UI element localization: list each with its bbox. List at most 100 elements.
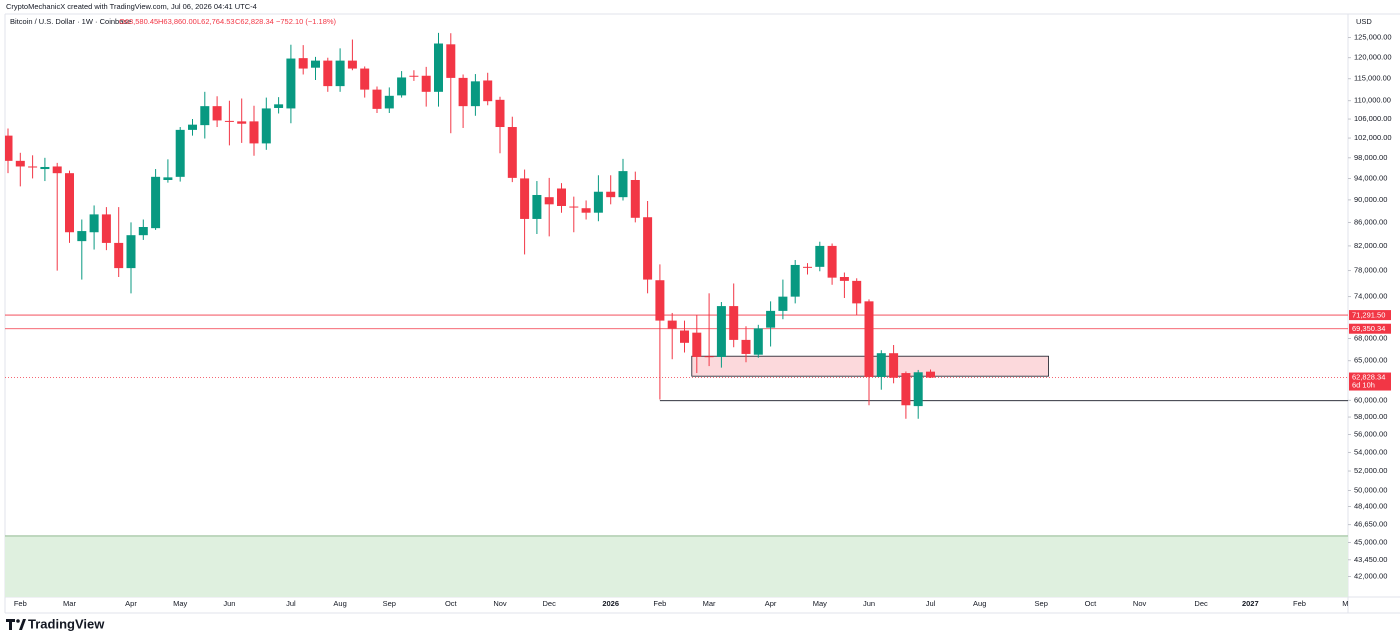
candle-body (409, 75, 419, 77)
y-tick-label: 78,000.00 (1354, 266, 1387, 275)
y-tick-label: 58,000.00 (1354, 412, 1387, 421)
x-tick-label: Sep (383, 599, 396, 608)
legend-change: −752.10 (−1.18%) (276, 17, 337, 26)
x-tick-label: Aug (333, 599, 346, 608)
candle-body (716, 306, 726, 357)
candle-body (753, 328, 763, 355)
level-label-box (1349, 310, 1391, 321)
x-tick-label: Feb (1293, 599, 1306, 608)
y-tick-label: 43,450.00 (1354, 555, 1387, 564)
candle-body (495, 99, 505, 128)
x-tick-label: 2026 (602, 599, 619, 608)
candle-body (114, 242, 124, 269)
candle-body (52, 166, 62, 174)
y-tick-label: 52,000.00 (1354, 466, 1387, 475)
candle-body (347, 60, 357, 69)
level-label: 71,291.50 (1352, 311, 1385, 320)
candle-body (507, 127, 517, 178)
candle-body (692, 332, 702, 357)
y-tick-label: 56,000.00 (1354, 429, 1387, 438)
countdown-label: 6d 10h (1352, 381, 1375, 390)
candle-body (618, 171, 628, 198)
candle-body (261, 108, 271, 144)
x-tick-label: 2027 (1242, 599, 1259, 608)
candle-body (212, 106, 222, 121)
candle-body (655, 280, 665, 321)
y-tick-label: 90,000.00 (1354, 195, 1387, 204)
legend-high: H63,860.00 (158, 17, 197, 26)
candle-body (65, 173, 74, 233)
x-tick-label: Oct (1085, 599, 1098, 608)
candle-body (913, 372, 923, 407)
candle-body (643, 217, 653, 280)
logo-part (6, 619, 15, 630)
candle-body (360, 68, 370, 90)
demand-zone (5, 535, 1348, 597)
y-tick-label: 74,000.00 (1354, 292, 1387, 301)
candle-body (606, 191, 616, 198)
x-tick-label: Jun (863, 599, 875, 608)
level-label-box (1349, 323, 1391, 334)
candle-body (40, 166, 50, 170)
y-tick-label: 125,000.00 (1354, 33, 1392, 42)
y-tick-label: 98,000.00 (1354, 153, 1387, 162)
candle-body (680, 330, 689, 343)
candle-body (446, 44, 456, 78)
currency: USD (1356, 17, 1372, 26)
y-tick-label: 60,000.00 (1354, 395, 1387, 404)
legend-symbol: Bitcoin / U.S. Dollar · 1W · Coinbase (10, 17, 131, 26)
candle-body (864, 301, 874, 377)
candle-body (188, 124, 197, 130)
x-tick-label: Mar (63, 599, 76, 608)
plot-area (5, 32, 1348, 597)
candle-body (593, 191, 603, 213)
last-price-label: 62,828.34 (1352, 373, 1385, 382)
candle-body (175, 129, 185, 177)
candle-body (224, 120, 234, 122)
candle-body (163, 177, 173, 180)
x-tick-label: Aug (973, 599, 986, 608)
candle-body (704, 356, 714, 358)
candle-body (926, 371, 935, 378)
y-tick-label: 110,000.00 (1354, 96, 1391, 105)
y-tick-label: 86,000.00 (1354, 217, 1387, 226)
y-tick-label: 106,000.00 (1354, 114, 1392, 123)
candle-body (397, 77, 407, 96)
y-tick-label: 68,000.00 (1354, 333, 1387, 342)
candle-body (803, 266, 812, 268)
candle-body (101, 214, 111, 243)
candle-body (89, 214, 99, 233)
brand-name: TradingView (28, 616, 105, 631)
x-tick-label: Dec (543, 599, 557, 608)
y-tick-label: 46,650.00 (1354, 520, 1387, 529)
candle-body (470, 81, 480, 107)
candle-body (372, 89, 382, 109)
credit: CryptoMechanicX created with TradingView… (6, 2, 257, 11)
x-tick-label: Nov (493, 599, 507, 608)
x-tick-label: Sep (1035, 599, 1048, 608)
y-tick-label: 45,000.00 (1354, 537, 1387, 546)
candle-body (237, 121, 247, 124)
y-tick-label: 48,400.00 (1354, 501, 1387, 510)
candle-body (741, 339, 751, 354)
candle-body (569, 206, 579, 208)
candle-body (557, 188, 566, 206)
candle-body (839, 277, 849, 281)
candle-body (483, 80, 493, 102)
x-tick-label: May (173, 599, 187, 608)
candle-body (852, 280, 862, 304)
candle-body (766, 310, 776, 328)
y-tick-label: 94,000.00 (1354, 173, 1387, 182)
candle-body (520, 178, 530, 219)
candle-body (889, 353, 899, 378)
candle-body (434, 43, 443, 92)
candle-body (138, 226, 148, 236)
logo-part (19, 619, 26, 630)
level-label: 69,350.34 (1352, 324, 1385, 333)
candle-body (790, 264, 800, 297)
candle-body (901, 373, 911, 406)
legend-close: C62,828.34 (235, 17, 274, 26)
